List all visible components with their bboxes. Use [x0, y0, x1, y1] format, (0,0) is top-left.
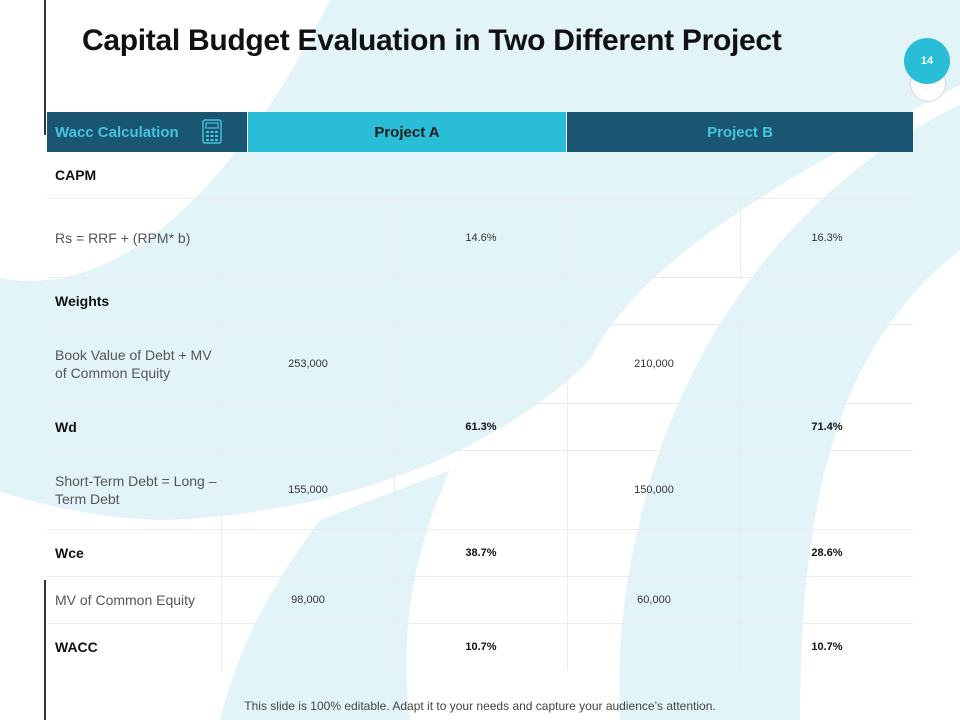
row-wce: Wce 38.7% 28.6%: [47, 530, 913, 577]
project-a-value: 98,000: [221, 577, 394, 623]
row-label: Weights: [55, 292, 110, 309]
empty-cell: [567, 404, 740, 450]
empty-cell: [394, 325, 567, 403]
row-label: Book Value of Debt + MV of Common Equity: [55, 346, 212, 381]
row-rs: Rs = RRF + (RPM* b) 14.6% 16.3%: [47, 199, 913, 278]
slide-title: Capital Budget Evaluation in Two Differe…: [82, 24, 782, 57]
empty-cell: [221, 530, 394, 576]
row-mv-common-equity: MV of Common Equity 98,000 60,000: [47, 577, 913, 624]
project-a-value: 14.6%: [394, 199, 567, 277]
empty-cell: [740, 325, 913, 403]
header-project-b: Project B: [566, 112, 913, 152]
empty-cell: [740, 577, 913, 623]
project-b-value: 210,000: [567, 325, 740, 403]
empty-cell: [394, 577, 567, 623]
table-header: Wacc Calculation Project A Project B: [47, 112, 913, 152]
project-a-value: 253,000: [221, 325, 394, 403]
empty-cell: [394, 451, 567, 529]
project-a-value: 61.3%: [394, 404, 567, 450]
project-b-value: 71.4%: [740, 404, 913, 450]
empty-cell: [221, 404, 394, 450]
header-wacc-calculation: Wacc Calculation: [47, 112, 247, 152]
header-project-a: Project A: [247, 112, 566, 152]
footer-note: This slide is 100% editable. Adapt it to…: [244, 699, 716, 713]
project-a-value: 38.7%: [394, 530, 567, 576]
row-wacc: WACC 10.7% 10.7%: [47, 624, 913, 670]
row-label: CAPM: [55, 166, 97, 183]
row-label: Wd: [55, 418, 77, 435]
row-label: Short-Term Debt = Long – Term Debt: [55, 472, 217, 507]
header-wacc-label: Wacc Calculation: [55, 123, 179, 141]
row-label: MV of Common Equity: [55, 591, 196, 608]
project-b-value: 10.7%: [740, 624, 913, 670]
row-book-value: Book Value of Debt + MV of Common Equity…: [47, 325, 913, 404]
calculator-icon: [202, 119, 222, 144]
wacc-table: Wacc Calculation Project A Project B CAP…: [47, 112, 913, 670]
empty-cell: [567, 199, 740, 277]
empty-cell: [567, 530, 740, 576]
project-a-value: 155,000: [221, 451, 394, 529]
project-b-value: 16.3%: [740, 199, 913, 277]
row-capm: CAPM: [47, 152, 913, 199]
empty-cell: [221, 199, 394, 277]
project-a-value: 10.7%: [394, 624, 567, 670]
accent-line-top: [44, 0, 46, 135]
project-b-value: 28.6%: [740, 530, 913, 576]
row-wd: Wd 61.3% 71.4%: [47, 404, 913, 451]
accent-line-bottom: [44, 580, 46, 720]
empty-cell: [567, 624, 740, 670]
row-label: WACC: [55, 638, 98, 655]
row-label: Rs = RRF + (RPM* b): [55, 229, 191, 246]
row-short-term-debt: Short-Term Debt = Long – Term Debt 155,0…: [47, 451, 913, 530]
project-b-value: 60,000: [567, 577, 740, 623]
empty-cell: [740, 451, 913, 529]
project-b-value: 150,000: [567, 451, 740, 529]
row-label: Wce: [55, 544, 84, 561]
empty-cell: [221, 624, 394, 670]
row-weights: Weights: [47, 278, 913, 325]
page-number-badge: 14: [904, 38, 950, 84]
